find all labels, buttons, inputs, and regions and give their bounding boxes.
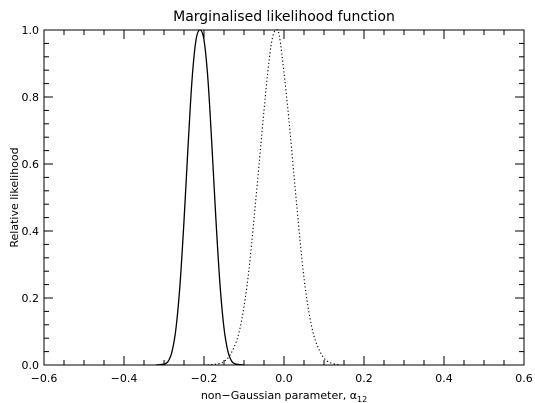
series-1-point bbox=[255, 197, 256, 198]
x-axis-ticks: −0.6 −0.4 −0.2 0.0 0.2 0.4 0.6 bbox=[31, 30, 533, 385]
x-tick-label: 0.6 bbox=[515, 372, 533, 385]
y-tick-label: 1.0 bbox=[22, 24, 40, 37]
y-tick-label: 0.2 bbox=[22, 292, 40, 305]
plot-frame bbox=[43, 29, 525, 366]
series-1-point bbox=[303, 277, 304, 278]
series-dotted-line bbox=[203, 29, 341, 366]
x-tick-label: −0.4 bbox=[111, 372, 138, 385]
x-axis-label-text: non−Gaussian parameter, α bbox=[201, 389, 357, 402]
series-1-point bbox=[271, 39, 272, 40]
y-tick-label: 0.0 bbox=[22, 359, 40, 372]
y-tick-label: 0.4 bbox=[22, 225, 40, 238]
x-tick-label: 0.0 bbox=[275, 372, 293, 385]
x-tick-label: 0.4 bbox=[435, 372, 453, 385]
series-1-point bbox=[311, 328, 312, 329]
series-solid-line bbox=[155, 29, 245, 366]
y-axis-label: Relative likelihood bbox=[8, 147, 21, 247]
series-1-point bbox=[319, 351, 320, 352]
y-axis-ticks: 0.0 0.2 0.4 0.6 0.8 1.0 bbox=[22, 24, 524, 372]
chart-title: Marginalised likelihood function bbox=[173, 9, 395, 25]
x-tick-label: 0.2 bbox=[355, 372, 373, 385]
y-tick-label: 0.8 bbox=[22, 91, 40, 104]
x-axis-label: non−Gaussian parameter, α12 bbox=[201, 389, 367, 403]
x-tick-label: −0.2 bbox=[191, 372, 218, 385]
x-tick-label: −0.6 bbox=[31, 372, 58, 385]
x-axis-label-subscript: 12 bbox=[357, 395, 367, 403]
chart-series bbox=[155, 29, 341, 366]
y-tick-label: 0.6 bbox=[22, 158, 40, 171]
